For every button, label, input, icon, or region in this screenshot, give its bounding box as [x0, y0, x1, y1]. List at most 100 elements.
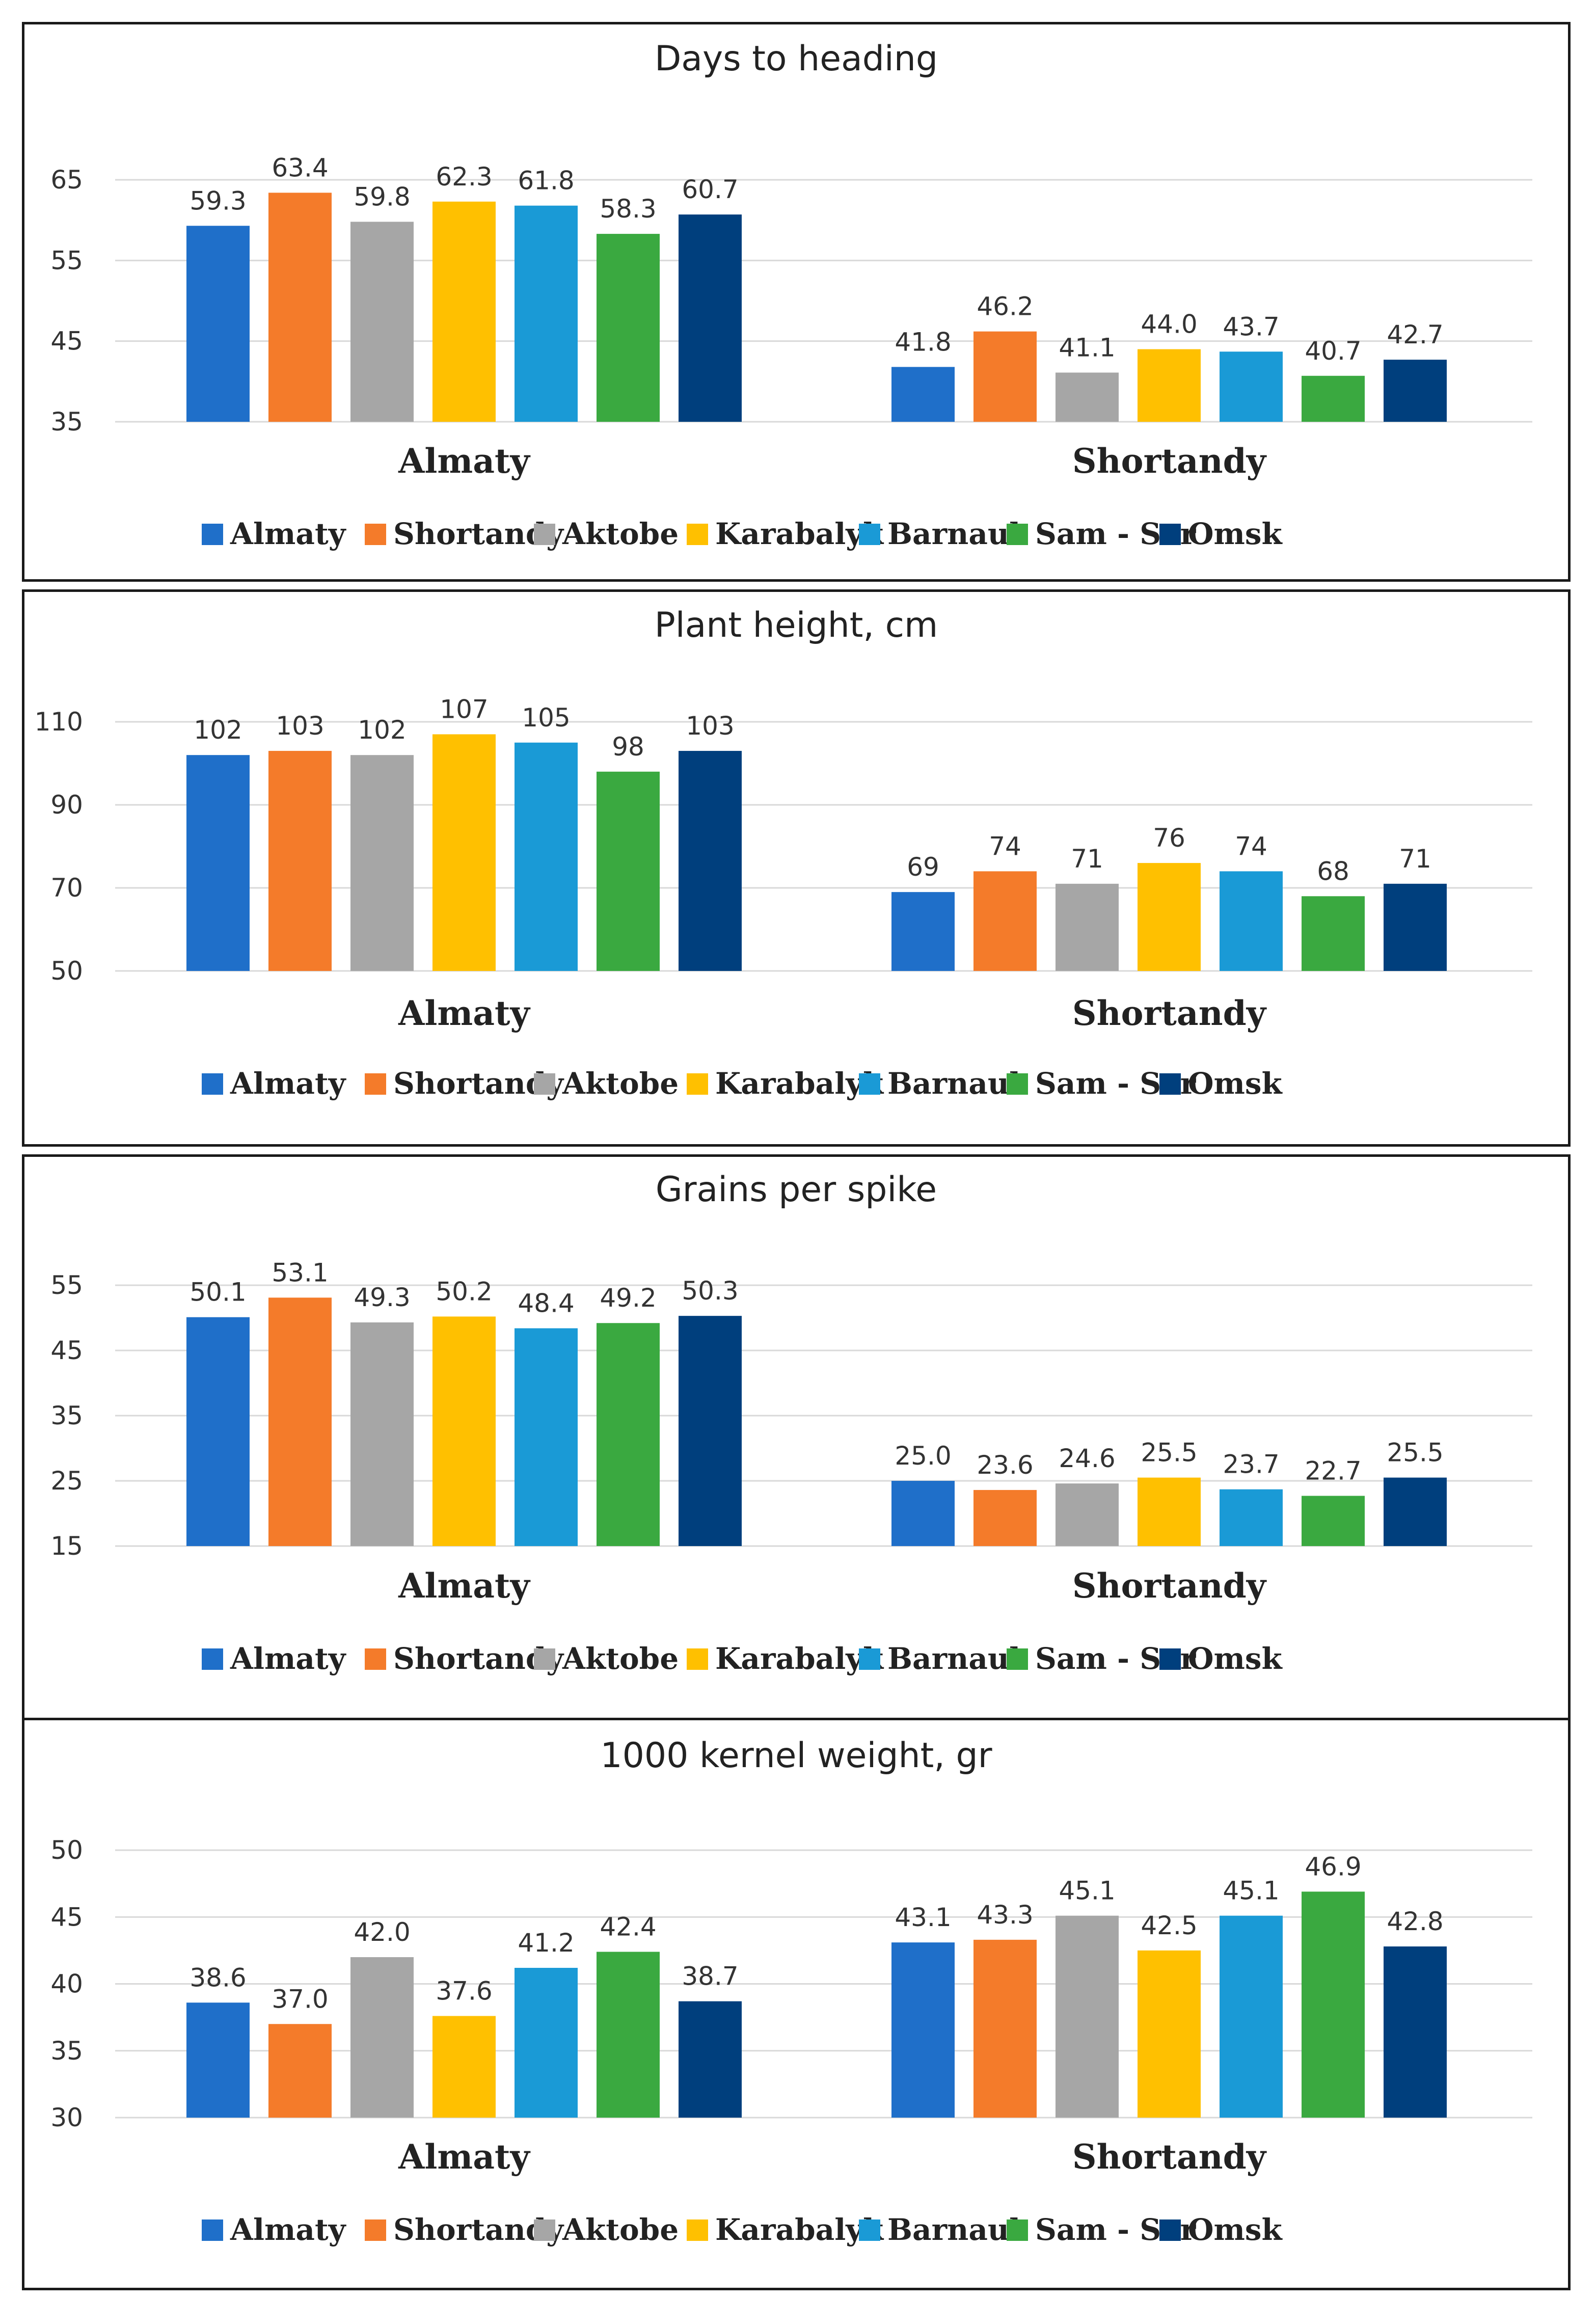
data-label: 102 — [358, 715, 406, 745]
data-label: 71 — [1399, 844, 1431, 874]
data-label: 103 — [686, 711, 734, 741]
bar-almaty-karabalyk — [432, 734, 496, 971]
legend-label-barnaul: Barnaul — [887, 517, 1020, 551]
chart-plant-height: Plant height, cm 50 70 90 110 102 103 102 107 105… — [35, 605, 1532, 1101]
bar-almaty-shortandy — [268, 193, 332, 422]
bar-almaty-omsk — [679, 1316, 742, 1546]
bar-shortandy-omsk — [1384, 1946, 1447, 2118]
bar-shortandy-shortandy — [973, 1939, 1037, 2118]
data-label: 23.7 — [1223, 1450, 1279, 1479]
bar-almaty-omsk — [679, 2001, 742, 2118]
bar-almaty-barnaul — [515, 205, 578, 422]
bar-almaty-karabalyk — [432, 2016, 496, 2118]
legend-label-omsk: Omsk — [1188, 517, 1283, 551]
y-tick-label: 40 — [50, 1969, 83, 1999]
data-label: 49.2 — [600, 1283, 656, 1313]
data-label: 58.3 — [600, 194, 656, 224]
data-label: 43.1 — [895, 1903, 951, 1932]
legend-label-karabalyk: Karabalyk — [715, 1066, 884, 1101]
data-label: 50.1 — [190, 1278, 246, 1307]
bar-almaty-aktobe — [350, 222, 414, 422]
legend-swatch-barnaul — [859, 1648, 880, 1670]
bar-almaty-almaty — [186, 1317, 250, 1546]
bar-shortandy-aktobe — [1056, 883, 1119, 971]
data-label: 40.7 — [1305, 336, 1361, 366]
y-tick-label: 65 — [50, 165, 83, 195]
legend-swatch-almaty — [202, 1648, 223, 1670]
bar-shortandy-sam-sar — [1302, 1891, 1365, 2118]
bar-shortandy-karabalyk — [1138, 1477, 1201, 1546]
data-label: 37.0 — [272, 1984, 328, 2014]
y-tick-label: 35 — [50, 1401, 83, 1430]
data-label: 46.9 — [1305, 1852, 1361, 1881]
bar-almaty-sam-sar — [597, 771, 660, 971]
data-label: 44.0 — [1141, 310, 1197, 339]
legend-label-barnaul: Barnaul — [887, 2212, 1020, 2247]
legend-label-karabalyk: Karabalyk — [715, 517, 884, 551]
bar-shortandy-karabalyk — [1138, 863, 1201, 971]
y-tick-label: 45 — [50, 1336, 83, 1365]
legend-swatch-barnaul — [859, 1073, 880, 1095]
legend-swatch-karabalyk — [687, 2219, 708, 2241]
x-category-label-shortandy: Shortandy — [1072, 1566, 1267, 1606]
legend-label-aktobe: Aktobe — [562, 1066, 679, 1101]
data-label: 23.6 — [977, 1450, 1033, 1480]
legend-swatch-shortandy — [365, 1648, 386, 1670]
bar-almaty-barnaul — [515, 1968, 578, 2118]
bar-almaty-sam-sar — [597, 1952, 660, 2118]
data-label: 59.3 — [190, 186, 246, 215]
y-tick-label: 45 — [50, 327, 83, 356]
bar-almaty-omsk — [679, 751, 742, 971]
legend-label-aktobe: Aktobe — [562, 2212, 679, 2247]
bar-shortandy-almaty — [891, 367, 955, 422]
chart-title: Plant height, cm — [655, 605, 938, 645]
legend-label-omsk: Omsk — [1188, 1066, 1283, 1101]
bar-shortandy-barnaul — [1220, 871, 1283, 971]
y-tick-label: 35 — [50, 2036, 83, 2066]
x-category-label-shortandy: Shortandy — [1072, 2137, 1267, 2177]
legend-label-aktobe: Aktobe — [562, 517, 679, 551]
data-label: 50.3 — [682, 1276, 738, 1306]
data-label: 45.1 — [1223, 1876, 1279, 1906]
legend-swatch-barnaul — [859, 524, 880, 545]
data-label: 42.5 — [1141, 1911, 1197, 1940]
data-label: 43.3 — [977, 1900, 1033, 1930]
legend-swatch-omsk — [1159, 1648, 1181, 1670]
bar-shortandy-omsk — [1384, 360, 1447, 422]
data-label: 48.4 — [518, 1288, 574, 1318]
legend-swatch-omsk — [1159, 524, 1181, 545]
x-category-label-shortandy: Shortandy — [1072, 441, 1267, 481]
bar-almaty-karabalyk — [432, 201, 496, 422]
legend-swatch-omsk — [1159, 1073, 1181, 1095]
y-tick-label: 35 — [50, 407, 83, 437]
bar-shortandy-shortandy — [973, 1490, 1037, 1546]
data-label: 45.1 — [1059, 1876, 1115, 1906]
x-category-label-almaty: Almaty — [398, 1566, 530, 1606]
legend-swatch-aktobe — [534, 2219, 555, 2241]
chart-title: 1000 kernel weight, gr — [600, 1736, 992, 1776]
data-label: 41.1 — [1059, 333, 1115, 362]
data-label: 42.7 — [1387, 320, 1443, 349]
legend-swatch-karabalyk — [687, 1073, 708, 1095]
chart-days-to-heading: Days to heading 35 45 55 65 59.3 63.4 59.8 62.3 6… — [50, 39, 1532, 551]
data-label: 25.5 — [1387, 1438, 1443, 1468]
y-tick-label: 30 — [50, 2103, 83, 2132]
y-tick-label: 90 — [50, 790, 83, 820]
data-label: 53.1 — [272, 1258, 328, 1287]
data-label: 42.8 — [1387, 1907, 1443, 1936]
bar-shortandy-sam-sar — [1302, 896, 1365, 971]
y-tick-label: 110 — [35, 707, 83, 737]
bar-shortandy-karabalyk — [1138, 1950, 1201, 2118]
x-category-label-almaty: Almaty — [398, 993, 530, 1033]
data-label: 68 — [1317, 856, 1349, 886]
y-tick-label: 50 — [50, 1835, 83, 1865]
data-label: 42.4 — [600, 1912, 656, 1942]
data-label: 105 — [522, 703, 570, 733]
bar-shortandy-almaty — [891, 892, 955, 971]
data-label: 24.6 — [1059, 1444, 1115, 1473]
data-label: 25.0 — [895, 1441, 951, 1471]
data-label: 102 — [194, 715, 242, 745]
bar-almaty-almaty — [186, 226, 250, 422]
legend-label-aktobe: Aktobe — [562, 1641, 679, 1676]
y-tick-label: 55 — [50, 246, 83, 275]
